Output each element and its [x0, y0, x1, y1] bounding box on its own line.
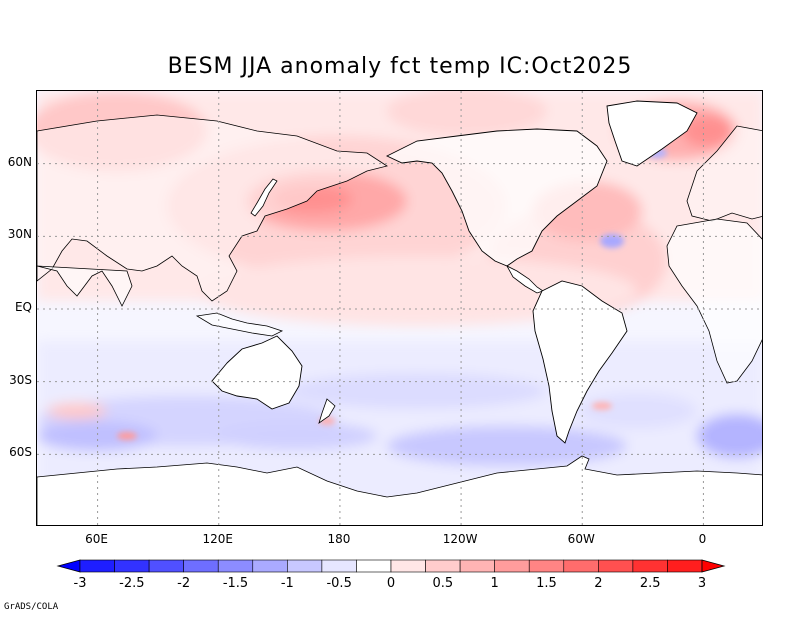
- colorbar-swatch: [183, 559, 219, 573]
- colorbar-high-extend: [701, 559, 726, 573]
- colorbar-swatch: [390, 559, 426, 573]
- colorbar-swatch: [598, 559, 634, 573]
- colorbar-tick-label: 0: [386, 576, 396, 591]
- colorbar-swatch: [528, 559, 565, 573]
- latitude-label: EQ: [14, 300, 32, 314]
- japan: [250, 178, 278, 217]
- map-panel: [36, 90, 763, 526]
- longitude-label: 60W: [567, 532, 595, 546]
- eurasia-africa: [37, 114, 388, 302]
- colorbar-swatch: [79, 559, 115, 573]
- colorbar-swatch: [667, 559, 703, 573]
- colorbar-swatch: [321, 559, 357, 573]
- europe-west: [686, 125, 762, 222]
- new-zealand: [318, 398, 336, 424]
- colorbar-swatch: [425, 559, 461, 573]
- credit-label: GrADS/COLA: [4, 602, 59, 612]
- colorbar-swatch: [459, 559, 495, 573]
- colorbar-low-extend: [56, 559, 81, 573]
- australia: [211, 335, 303, 410]
- anomaly-map: [37, 91, 762, 525]
- colorbar-tick-label: -1.5: [222, 576, 249, 591]
- colorbar-swatch: [148, 559, 184, 573]
- longitude-label: 0: [698, 532, 707, 546]
- colorbar-swatch: [287, 559, 323, 573]
- chart-title: BESM JJA anomaly fct temp IC:Oct2025: [167, 54, 633, 79]
- colorbar-tick-label: 0.5: [432, 576, 454, 591]
- latitude-label: 30N: [7, 227, 32, 242]
- longitude-label: 180: [327, 532, 351, 546]
- latitude-label: 60S: [9, 445, 32, 460]
- south-america: [532, 280, 628, 444]
- colorbar-swatch: [252, 559, 288, 573]
- colorbar-tick-label: 1.5: [536, 576, 557, 591]
- antarctica: [37, 455, 762, 525]
- colorbar-tick-label: -0.5: [326, 576, 352, 591]
- colorbar: [56, 559, 726, 573]
- latitude-label: 60N: [7, 154, 32, 169]
- colorbar-swatch: [563, 559, 599, 573]
- longitude-label: 120E: [202, 532, 234, 546]
- colorbar-tick-label: 2.5: [639, 576, 661, 591]
- colorbar-tick-label: 1: [490, 576, 499, 591]
- colorbar-tick-label: 2: [594, 576, 603, 591]
- colorbar-tick-label: -2.5: [119, 576, 145, 591]
- north-america: [385, 128, 608, 267]
- colorbar-swatch: [494, 559, 530, 573]
- maritime-continent: [195, 312, 284, 337]
- longitude-label: 60E: [85, 532, 109, 546]
- colorbar-tick-label: -1: [280, 576, 294, 591]
- colorbar-swatch: [217, 559, 254, 573]
- colorbar-swatch: [632, 559, 668, 573]
- colorbar-swatch: [114, 559, 150, 573]
- africa: [666, 218, 762, 384]
- arabia-india: [37, 265, 133, 307]
- colorbar-tick-label: -3: [73, 576, 87, 591]
- colorbar-tick-label: 3: [697, 576, 707, 591]
- greenland: [606, 100, 698, 167]
- longitude-label: 120W: [442, 532, 478, 546]
- colorbar-swatch: [356, 559, 392, 573]
- graticule: [37, 91, 762, 525]
- colorbar-tick-label: -2: [177, 576, 191, 591]
- cool-anomaly-fields: [37, 341, 762, 525]
- latitude-label: 30S: [9, 372, 32, 387]
